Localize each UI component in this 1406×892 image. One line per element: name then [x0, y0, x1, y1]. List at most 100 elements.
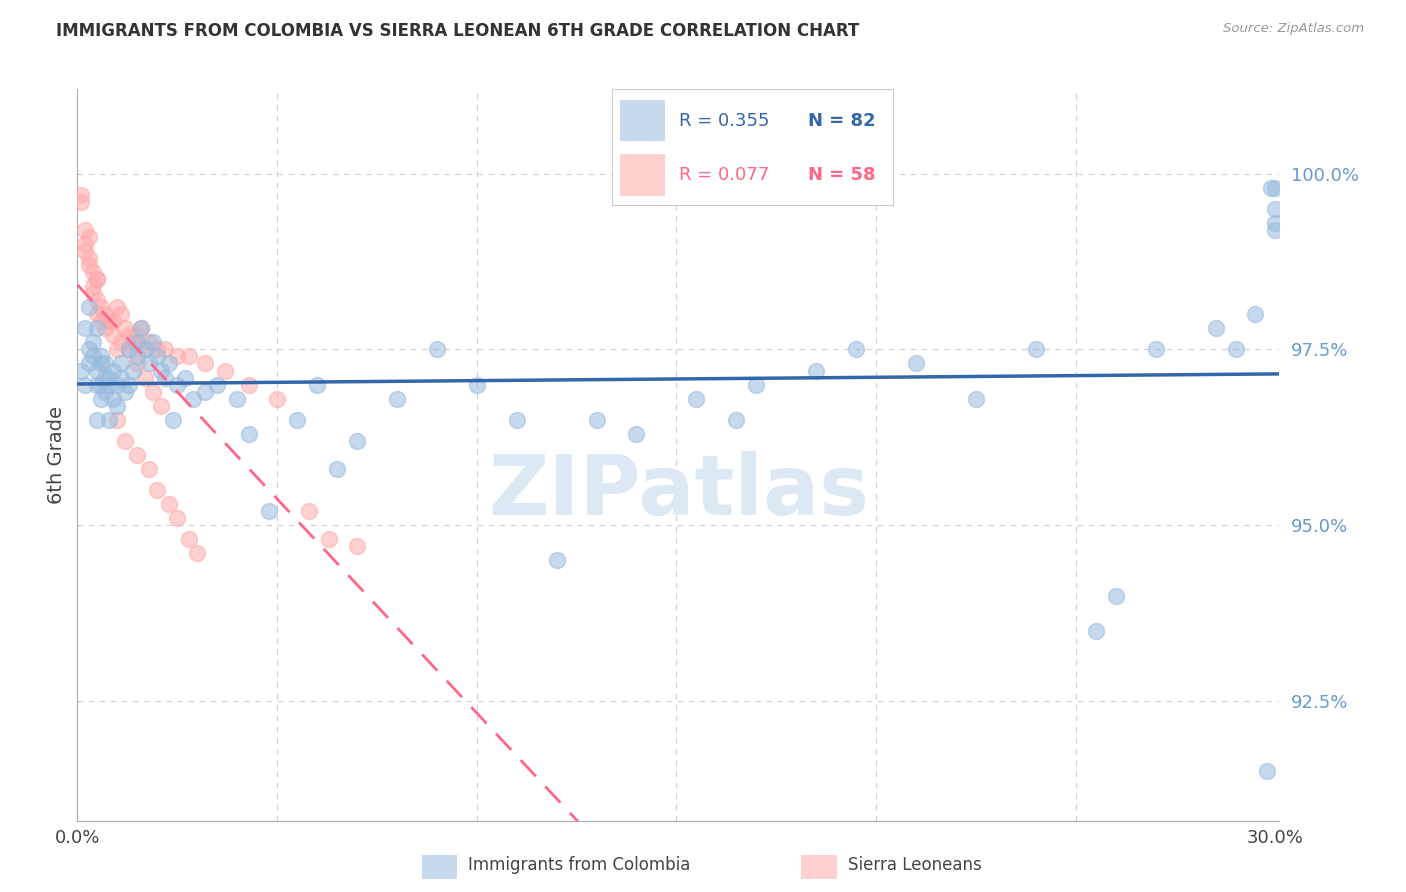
Point	[1264, 223, 1286, 237]
Point	[166, 350, 188, 364]
Point	[1264, 202, 1286, 216]
Point	[86, 272, 108, 286]
Point	[98, 413, 121, 427]
Point	[90, 392, 112, 406]
Point	[205, 377, 228, 392]
Point	[127, 357, 149, 371]
Point	[153, 370, 176, 384]
Point	[105, 399, 128, 413]
Point	[134, 343, 156, 357]
Point	[105, 377, 128, 392]
Point	[86, 363, 108, 377]
Point	[1264, 216, 1286, 230]
Point	[82, 265, 104, 279]
Point	[86, 413, 108, 427]
Point	[70, 363, 93, 377]
Point	[1225, 343, 1247, 357]
Point	[75, 236, 97, 251]
Point	[298, 504, 321, 518]
Point	[79, 300, 101, 314]
Point	[465, 377, 488, 392]
Text: IMMIGRANTS FROM COLOMBIA VS SIERRA LEONEAN 6TH GRADE CORRELATION CHART: IMMIGRANTS FROM COLOMBIA VS SIERRA LEONE…	[56, 22, 859, 40]
Point	[94, 321, 117, 335]
Point	[179, 533, 201, 547]
Point	[194, 357, 217, 371]
Point	[114, 434, 136, 448]
Point	[546, 553, 568, 567]
Point	[1244, 307, 1267, 321]
Point	[110, 335, 132, 350]
Text: ZIPatlas: ZIPatlas	[488, 451, 869, 532]
Point	[94, 384, 117, 399]
Point	[90, 314, 112, 328]
Point	[129, 321, 152, 335]
Point	[86, 293, 108, 308]
Point	[318, 533, 340, 547]
Point	[90, 357, 112, 371]
Point	[79, 230, 101, 244]
Point	[79, 251, 101, 265]
Point	[134, 370, 156, 384]
Point	[98, 377, 121, 392]
Point	[186, 546, 208, 560]
Point	[138, 462, 160, 476]
Point	[166, 377, 188, 392]
Point	[181, 392, 204, 406]
Point	[162, 413, 184, 427]
Point	[346, 434, 368, 448]
Point	[157, 497, 180, 511]
Point	[118, 343, 141, 357]
Point	[127, 335, 149, 350]
Point	[965, 392, 987, 406]
Point	[685, 392, 707, 406]
Point	[845, 343, 868, 357]
Point	[86, 272, 108, 286]
Point	[585, 413, 607, 427]
Point	[86, 307, 108, 321]
Point	[150, 363, 173, 377]
Point	[103, 392, 125, 406]
Point	[346, 539, 368, 553]
Point	[122, 335, 145, 350]
Y-axis label: 6th Grade: 6th Grade	[48, 406, 66, 504]
Point	[1144, 343, 1167, 357]
Point	[94, 307, 117, 321]
Point	[70, 187, 93, 202]
Point	[75, 377, 97, 392]
Point	[75, 244, 97, 258]
Point	[103, 314, 125, 328]
Point	[79, 357, 101, 371]
Point	[103, 328, 125, 343]
Point	[138, 335, 160, 350]
Point	[105, 413, 128, 427]
Point	[134, 343, 156, 357]
Point	[110, 370, 132, 384]
Point	[804, 363, 827, 377]
Point	[238, 426, 260, 441]
Text: Sierra Leoneans: Sierra Leoneans	[848, 856, 981, 874]
Point	[79, 258, 101, 272]
Bar	[620, 154, 665, 196]
Point	[266, 392, 288, 406]
Point	[905, 357, 928, 371]
Point	[146, 350, 169, 364]
Point	[114, 384, 136, 399]
Point	[127, 350, 149, 364]
Point	[75, 223, 97, 237]
Point	[98, 370, 121, 384]
Point	[326, 462, 349, 476]
Point	[257, 504, 280, 518]
Point	[142, 335, 165, 350]
Point	[238, 377, 260, 392]
Point	[1084, 624, 1107, 638]
Bar	[422, 855, 457, 879]
Point	[105, 343, 128, 357]
Point	[110, 307, 132, 321]
Point	[725, 413, 748, 427]
Point	[98, 314, 121, 328]
Point	[82, 286, 104, 301]
Point	[426, 343, 449, 357]
Point	[90, 377, 112, 392]
Point	[153, 343, 176, 357]
Point	[179, 350, 201, 364]
